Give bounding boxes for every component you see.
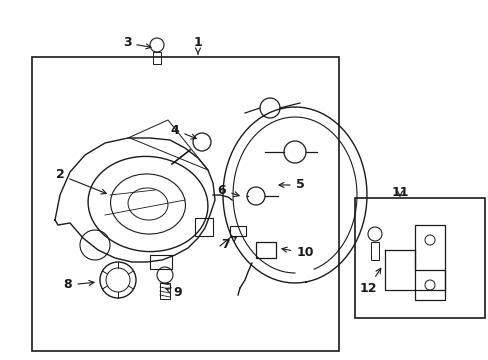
- Bar: [414, 225, 444, 300]
- Bar: [195, 218, 213, 236]
- Bar: [150, 255, 172, 269]
- Text: 4: 4: [170, 123, 196, 139]
- Bar: [160, 283, 170, 299]
- Text: 9: 9: [165, 287, 182, 300]
- Text: 10: 10: [282, 247, 313, 260]
- Text: 11: 11: [390, 185, 408, 198]
- Bar: [256, 242, 275, 258]
- Bar: [354, 198, 484, 318]
- Text: 8: 8: [63, 279, 94, 292]
- Bar: [229, 226, 245, 236]
- Text: 1: 1: [193, 36, 202, 54]
- Text: 12: 12: [359, 268, 380, 294]
- Text: 5: 5: [279, 179, 304, 192]
- Text: 3: 3: [122, 36, 151, 49]
- Text: 2: 2: [56, 168, 106, 194]
- Bar: [32, 57, 338, 351]
- Bar: [153, 52, 161, 64]
- Text: 7: 7: [220, 237, 236, 252]
- Bar: [370, 242, 378, 260]
- Text: 6: 6: [217, 184, 239, 197]
